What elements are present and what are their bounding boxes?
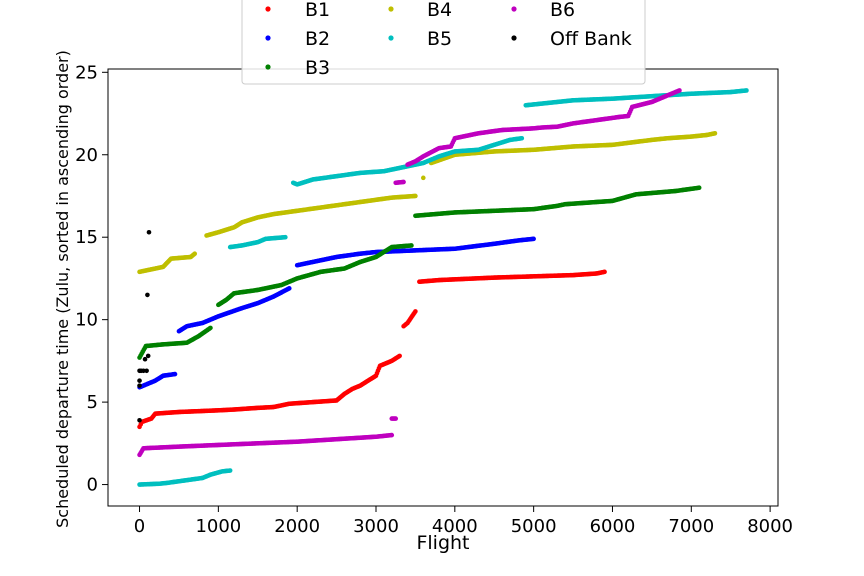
data-point xyxy=(144,368,149,374)
data-point xyxy=(142,356,148,362)
y-axis: 0 5 10 15 20 25 xyxy=(75,62,108,496)
legend-label-b3: B3 xyxy=(305,57,330,79)
legend-frame xyxy=(241,0,646,85)
x-tick-label: 8000 xyxy=(747,516,793,537)
data-point xyxy=(172,371,178,377)
data-point xyxy=(409,243,414,248)
data-point xyxy=(283,234,288,240)
plot-frame xyxy=(107,68,779,507)
legend-label-b5: B5 xyxy=(427,28,452,50)
data-point xyxy=(146,229,152,235)
data-point xyxy=(137,417,142,423)
series-b6 xyxy=(137,88,682,458)
x-axis-title: Flight xyxy=(416,532,469,554)
legend-marker-off-bank xyxy=(511,35,517,41)
data-point xyxy=(519,135,525,141)
data-point xyxy=(286,286,292,291)
data-point xyxy=(744,88,749,93)
data-point xyxy=(145,353,151,359)
legend-label-b1: B1 xyxy=(305,0,330,21)
data-point xyxy=(208,325,213,331)
y-tick-label: 25 xyxy=(75,62,98,83)
legend-marker-b1 xyxy=(265,6,271,12)
data-point xyxy=(602,269,607,275)
series-b1 xyxy=(137,269,607,430)
x-tick-label: 1000 xyxy=(195,516,241,537)
data-point xyxy=(531,236,536,242)
legend-label-b2: B2 xyxy=(305,28,330,50)
legend-marker-b6 xyxy=(511,6,517,12)
data-point xyxy=(397,353,402,359)
x-tick-label: 4000 xyxy=(432,516,478,537)
data-point xyxy=(712,131,718,136)
legend-marker-b2 xyxy=(265,35,271,41)
data-point xyxy=(192,251,198,256)
series-b3 xyxy=(137,185,702,360)
x-tick-label: 7000 xyxy=(668,516,714,537)
data-point xyxy=(677,88,682,93)
data-point xyxy=(227,468,233,473)
data-point xyxy=(145,292,150,298)
y-axis-title: Scheduled departure time (Zulu, sorted i… xyxy=(53,50,72,528)
x-tick-label: 6000 xyxy=(590,516,636,537)
y-tick-label: 20 xyxy=(75,145,98,166)
series-b4 xyxy=(137,131,718,275)
data-point xyxy=(141,368,146,374)
series-layer xyxy=(137,88,749,487)
legend-marker-b5 xyxy=(388,35,394,41)
y-tick-label: 0 xyxy=(87,475,98,496)
data-point xyxy=(413,309,418,314)
x-tick-label: 2000 xyxy=(274,516,320,537)
data-point xyxy=(393,416,399,421)
x-axis: 0 1000 2000 3000 4000 5000 6000 7000 8000 xyxy=(134,506,793,537)
legend-label-b4: B4 xyxy=(427,0,452,21)
series-b2 xyxy=(137,236,536,390)
x-tick-label: 5000 xyxy=(511,516,557,537)
series-b5 xyxy=(137,88,749,487)
y-tick-label: 15 xyxy=(75,227,98,248)
legend-label-off-bank: Off Bank xyxy=(550,28,632,50)
y-tick-label: 10 xyxy=(75,310,98,331)
data-point xyxy=(401,179,406,185)
legend-marker-b4 xyxy=(388,6,394,12)
data-point xyxy=(420,175,426,181)
data-point xyxy=(696,185,702,191)
series-off-bank xyxy=(137,229,152,423)
legend-label-b6: B6 xyxy=(550,0,575,21)
data-point xyxy=(137,383,142,388)
data-point xyxy=(389,432,395,438)
x-tick-label: 3000 xyxy=(353,516,399,537)
data-point xyxy=(137,378,142,383)
data-point xyxy=(413,193,418,199)
y-tick-label: 5 xyxy=(87,392,98,413)
legend: B1 B2 B3 B4 B5 B6 Off Bank xyxy=(241,0,646,85)
x-tick-label: 0 xyxy=(134,516,145,537)
legend-marker-b3 xyxy=(265,64,271,70)
